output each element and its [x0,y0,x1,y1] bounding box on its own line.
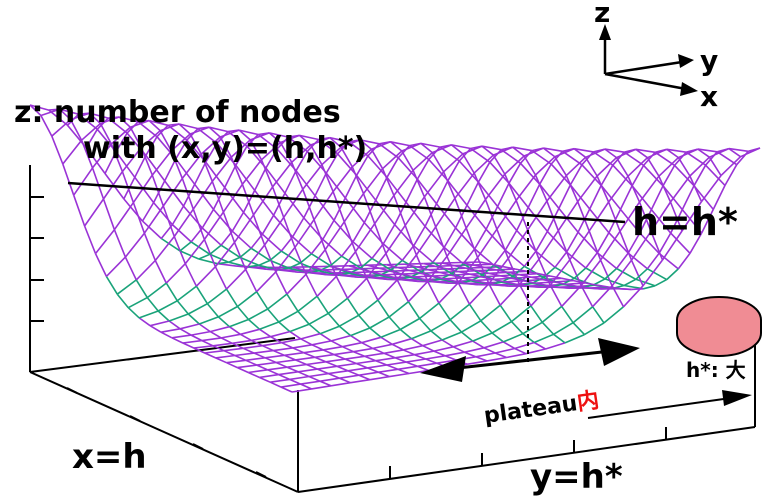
axes-indicator: z y x [594,0,718,113]
surface-mesh [29,104,761,393]
frame-back-left [29,337,296,373]
y-axis-label: y=h* [530,457,623,497]
plateau-label: plateau内 [482,388,600,429]
ridge-line [67,181,626,224]
y-ticks [389,427,667,479]
h-star-ellipse-marker [676,296,762,357]
h-star-label: h*: 大 [686,358,746,382]
axis-indicator-y: y [700,44,718,77]
x-axis-label: x=h [72,437,147,477]
x-ticks [66,387,267,478]
frame-right-bottom [297,426,756,493]
z-label-line1: z: number of nodes [14,95,341,130]
z-ticks [30,196,44,322]
h-star-arrow [587,390,752,419]
ridge-label: h=h* [632,200,738,244]
plateau-double-arrow [420,338,640,382]
plateau-text: plateau [482,391,579,429]
plateau-kanji: 内 [576,388,601,416]
axis-indicator-z: z [594,0,610,29]
z-label-line2: with (x,y)=(h,h*) [83,131,367,166]
axis-indicator-x: x [700,80,718,113]
